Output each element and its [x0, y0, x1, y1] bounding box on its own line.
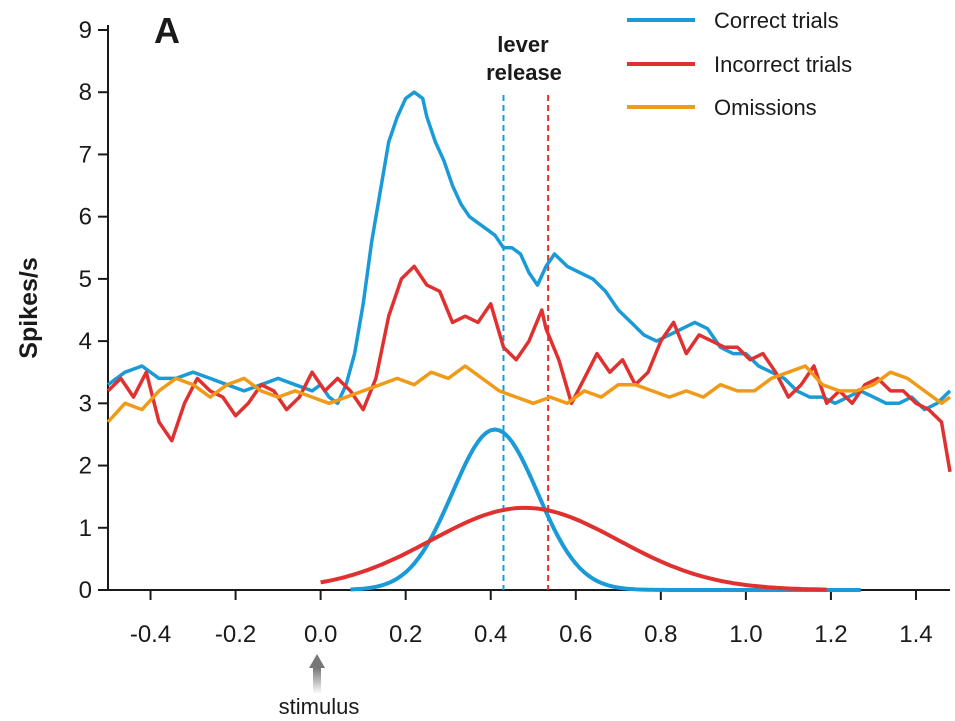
y-tick-label: 8 [79, 79, 92, 106]
y-tick-label: 3 [79, 390, 92, 417]
legend: Correct trials Incorrect trials Omission… [627, 8, 852, 120]
series-line-omissions [106, 364, 952, 424]
x-tick-label: 0.4 [474, 621, 507, 648]
stimulus-arrow-icon [309, 654, 325, 694]
x-tick-label: 1.2 [814, 621, 847, 648]
y-tick-label: 1 [79, 515, 92, 542]
distribution-curve-2 [320, 505, 827, 592]
series-lines [106, 90, 952, 473]
x-tick-label: 0.6 [559, 621, 592, 648]
y-axis-ticks: 0 1 2 3 4 5 6 7 8 9 [79, 17, 108, 604]
y-tick-label: 0 [79, 577, 92, 604]
legend-label-omissions: Omissions [714, 95, 817, 120]
x-tick-label: 1.4 [899, 621, 932, 648]
x-tick-label: 0.2 [389, 621, 422, 648]
x-tick-label: -0.2 [215, 621, 256, 648]
y-axis-label: Spikes/s [15, 257, 43, 358]
y-tick-label: 4 [79, 328, 92, 355]
y-tick-label: 6 [79, 204, 92, 231]
y-tick-label: 2 [79, 453, 92, 480]
legend-label-correct: Correct trials [714, 8, 839, 33]
x-tick-label: 1.0 [729, 621, 762, 648]
legend-label-incorrect: Incorrect trials [714, 52, 852, 77]
stimulus-label: stimulus [279, 694, 360, 719]
x-tick-label: 0.8 [644, 621, 677, 648]
distribution-curve-1 [350, 427, 861, 592]
lever-release-label-line2: release [486, 60, 562, 85]
y-tick-label: 5 [79, 266, 92, 293]
release-time-distributions [320, 427, 861, 592]
x-tick-label: -0.4 [130, 621, 171, 648]
lever-release-lines [502, 95, 550, 590]
series-line-correct-trials [106, 90, 952, 412]
lever-release-label-line1: lever [497, 32, 549, 57]
series-line-incorrect-trials [106, 264, 952, 473]
x-axis-ticks: -0.4 -0.2 0.0 0.2 0.4 0.6 0.8 1.0 1.2 1.4 [130, 590, 933, 648]
y-tick-label: 9 [79, 17, 92, 44]
panel-label: A [154, 10, 180, 51]
x-tick-label: 0.0 [304, 621, 337, 648]
y-tick-label: 7 [79, 141, 92, 168]
